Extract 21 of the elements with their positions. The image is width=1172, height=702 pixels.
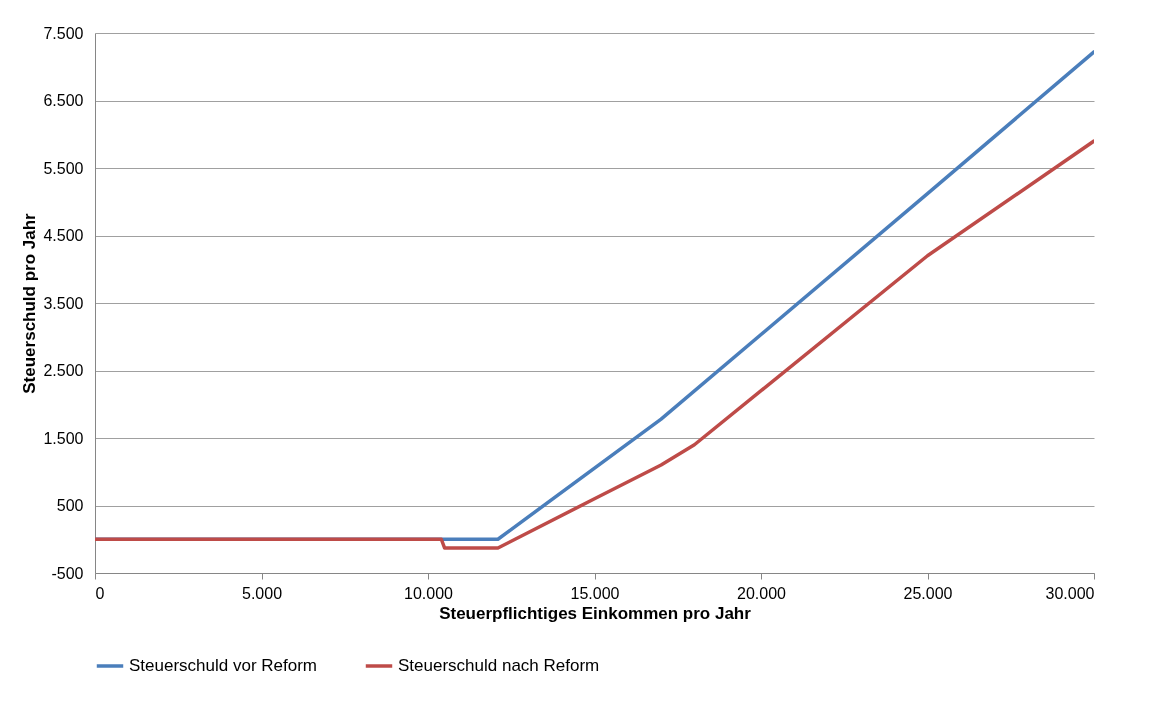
y-tick-label: 5.500 [43, 159, 84, 177]
x-tick-label: 20.000 [737, 584, 787, 602]
legend-label: Steuerschuld vor Reform [129, 656, 318, 675]
x-tick-label: 30.000 [1045, 584, 1095, 602]
x-tick-label: 10.000 [404, 584, 454, 602]
legend-label: Steuerschuld nach Reform [398, 656, 600, 675]
y-tick-label: 3.500 [43, 294, 84, 312]
y-tick-label: 6.500 [43, 92, 84, 109]
y-tick-label: 4.500 [43, 227, 84, 244]
line-series [95, 139, 1094, 550]
x-tick-label: 15.000 [570, 584, 620, 602]
x-tick-label: 5.000 [241, 584, 283, 602]
y-tick-label: 7.500 [43, 24, 84, 42]
x-axis-title: Steuerpflichtiges Einkommen pro Jahr [439, 603, 752, 623]
y-tick-label: 1.500 [43, 429, 84, 447]
y-tick-label: -500 [51, 564, 84, 582]
y-axis-title: Steuerschuld pro Jahr [20, 212, 40, 394]
y-tick-label: 2.500 [43, 362, 84, 379]
y-tick-label: 500 [56, 497, 84, 514]
x-tick-label: 25.000 [903, 584, 953, 602]
x-tick-label: 0 [95, 584, 105, 602]
